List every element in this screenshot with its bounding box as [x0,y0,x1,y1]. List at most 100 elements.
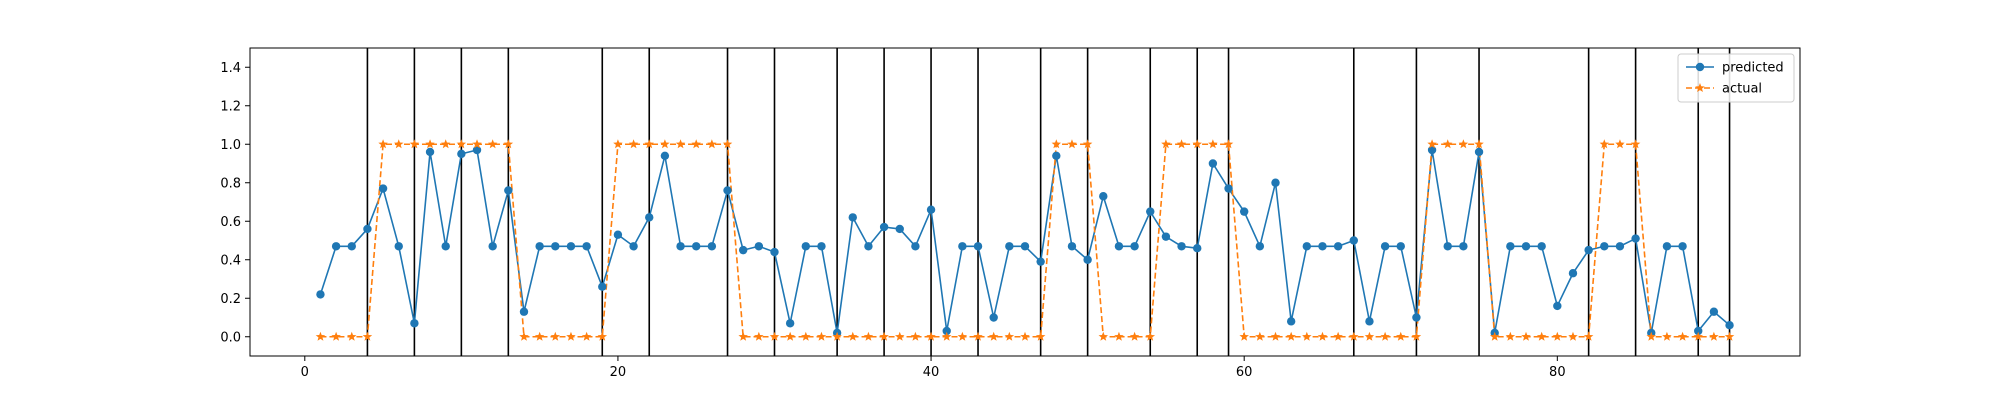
data-point-predicted [770,247,779,257]
data-point-predicted [879,222,889,232]
data-point-predicted [1146,207,1155,216]
data-point-actual [801,331,811,341]
data-point-actual [487,139,498,149]
axes-frame [249,47,1801,357]
data-point-predicted [519,307,529,316]
data-point-actual [1035,331,1046,341]
x-tick-label: 60 [1236,365,1253,380]
data-point-actual [362,331,373,341]
data-point-predicted [1443,242,1452,251]
data-point-actual [1302,331,1312,341]
data-point-actual [1114,331,1124,341]
data-point-actual [472,139,482,149]
data-point-predicted [785,319,795,328]
data-point-actual [832,331,842,341]
x-tick-label: 20 [610,365,627,380]
data-point-predicted [1615,242,1625,251]
data-point-predicted [1333,242,1343,251]
data-point-predicted [1224,184,1233,193]
data-point-actual [1129,331,1140,341]
data-point-predicted [864,242,873,251]
data-point-predicted [1584,245,1593,255]
data-point-actual [769,331,780,341]
data-point-predicted [848,213,857,222]
data-point-actual [519,331,529,341]
data-point-actual [1474,139,1484,149]
data-point-predicted [692,242,701,251]
data-point-actual [425,139,435,149]
data-point-actual [722,139,733,149]
data-point-predicted [660,151,670,160]
legend-box [1677,53,1795,103]
data-point-predicted [989,313,998,322]
data-point-predicted [926,205,936,214]
data-point-actual [597,331,608,341]
data-point-actual [1521,331,1531,341]
data-point-predicted [801,242,811,251]
data-point-actual [1458,139,1469,149]
data-point-actual [1161,139,1171,149]
data-point-actual [816,331,827,341]
data-point-predicted [645,213,654,222]
y-tick-label: 0.4 [220,253,241,268]
data-point-actual [378,139,388,149]
data-point-actual [1599,139,1610,149]
data-point-actual [675,139,686,149]
axes: 0 20 40 60 80 0.0 0.2 0.4 0.6 0.8 1.0 1.2 1.4 [220,47,1801,380]
y-tick-label: 0.2 [220,292,241,307]
data-point-predicted [754,242,764,251]
y-tick-label: 0.0 [220,330,241,345]
data-point-actual [1051,139,1062,149]
data-point-actual [628,139,639,149]
data-point-predicted [1083,255,1092,264]
data-point-actual [613,139,623,149]
data-point-actual [644,139,654,149]
data-point-actual [1662,331,1672,341]
data-point-actual [707,139,717,149]
data-point-predicted [535,242,544,251]
data-point-actual [879,331,889,341]
data-point-actual [957,331,968,341]
data-point-actual [1427,139,1437,149]
data-point-predicted [1725,321,1734,330]
x-tick-label: 80 [1549,365,1566,380]
data-point-predicted [551,242,560,251]
data-point-predicted [1553,301,1562,311]
data-point-actual [1176,139,1187,149]
data-point-actual [1145,331,1156,341]
data-point-predicted [911,242,920,251]
data-point-actual [1709,331,1719,341]
data-point-actual [1270,331,1281,341]
legend: predicted actual [1677,53,1795,103]
data-point-predicted [441,242,450,251]
data-point-predicted [1631,234,1640,243]
data-point-actual [1536,331,1547,341]
data-point-predicted [363,224,372,234]
data-point-predicted [1114,242,1124,251]
data-point-actual [738,331,748,341]
data-point-predicted [1020,242,1030,251]
data-point-actual [1442,139,1453,149]
data-point-actual [1098,331,1109,341]
data-point-predicted [472,145,482,155]
data-point-predicted [707,242,717,251]
data-point-actual [1552,331,1563,341]
data-point-predicted [1427,145,1437,155]
data-point-actual [1082,139,1093,149]
data-point-actual [409,139,420,149]
data-point-actual [1067,139,1077,149]
data-point-actual [1223,139,1234,149]
y-tick-label: 1.2 [220,99,241,114]
data-point-predicted [1036,257,1045,266]
data-point-actual [456,139,467,149]
data-point-actual [754,331,764,341]
data-point-actual [550,331,561,341]
data-point-actual [894,331,905,341]
data-point-predicted [1365,317,1374,326]
data-point-predicted [738,245,748,255]
data-point-predicted [1302,242,1312,251]
data-point-actual [1239,331,1249,341]
data-point-predicted [1208,159,1218,168]
data-point-predicted [723,186,732,195]
data-point-actual [1333,331,1343,341]
